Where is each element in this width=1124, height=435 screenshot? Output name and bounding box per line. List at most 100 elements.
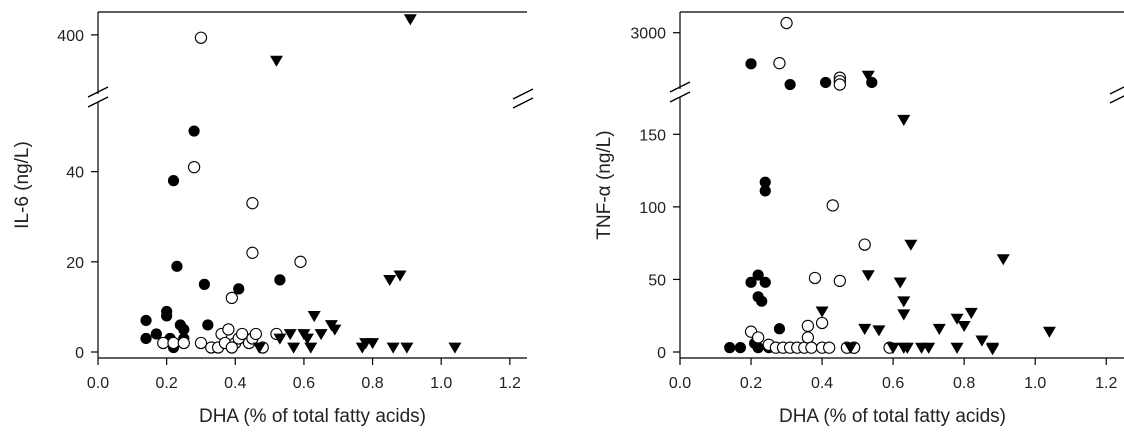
x-tick-label: 0.0 — [669, 375, 691, 392]
open-circle-point — [801, 331, 815, 344]
triangle-point — [975, 335, 989, 347]
series-open-circle — [157, 31, 307, 354]
open-circle-point — [833, 274, 846, 288]
x-tick-label: 0.2 — [740, 375, 762, 392]
y-axis-title: TNF-α (ng/L) — [594, 130, 615, 239]
x-tick-label: 0.6 — [293, 375, 315, 392]
x-axis-title: DHA (% of total fatty acids) — [779, 406, 1006, 427]
triangle-point — [932, 323, 946, 335]
triangle-point — [904, 239, 918, 251]
filled-circle-point — [140, 332, 152, 345]
x-tick-label: 0.4 — [811, 375, 833, 392]
triangle-point — [448, 342, 462, 354]
y-axis-title: IL-6 (ng/L) — [12, 141, 33, 229]
open-circle-point — [294, 255, 307, 268]
triangle-point — [300, 333, 314, 345]
open-circle-point — [177, 336, 190, 350]
il6-scatter-panel: 0.0 0.2 0.4 0.6 0.8 1.0 1.2 0 20 40 400 DHA (% of t… — [12, 11, 534, 427]
filled-circle-point — [734, 342, 746, 354]
triangle-point — [287, 342, 301, 354]
triangle-point — [843, 342, 857, 354]
filled-circle-point — [745, 58, 757, 70]
triangle-point — [922, 342, 936, 354]
series-open-circle — [744, 16, 896, 354]
triangle-point — [393, 270, 407, 282]
x-tick-label: 1.0 — [1024, 375, 1046, 392]
filled-circle-point — [140, 314, 152, 327]
open-circle-point — [167, 336, 180, 350]
filled-circle-point — [178, 323, 190, 336]
x-tick-label: 0.6 — [882, 375, 904, 392]
axis-break-mark — [668, 81, 692, 103]
x-tick-label: 0.8 — [361, 375, 383, 392]
y-tick-label: 50 — [648, 272, 666, 289]
filled-circle-point — [773, 323, 786, 335]
triangle-point — [900, 342, 914, 354]
filled-circle-point — [724, 342, 736, 354]
open-circle-point — [780, 16, 793, 30]
series-filled-triangle-down — [815, 70, 1056, 356]
open-circle-point — [805, 341, 818, 354]
filled-circle-point — [784, 78, 796, 91]
filled-circle-point — [167, 175, 180, 187]
triangle-point — [893, 277, 907, 289]
filled-circle-point — [752, 269, 764, 281]
open-circle-point — [808, 271, 822, 285]
y-tick-label: 100 — [639, 200, 666, 217]
y-tick-label: 0 — [75, 345, 84, 362]
filled-circle-point — [233, 283, 245, 295]
axis-break-mark-right — [1109, 86, 1124, 104]
filled-circle-point — [759, 276, 771, 288]
y-tick-label: 3000 — [630, 26, 666, 43]
open-circle-point — [823, 341, 836, 354]
y-tick-label: 0 — [657, 345, 666, 362]
triangle-point — [996, 254, 1010, 266]
x-tick-label: 0.4 — [224, 375, 246, 392]
triangle-point — [897, 296, 911, 308]
open-circle-point — [222, 323, 235, 336]
filled-circle-point — [198, 278, 210, 290]
open-circle-point — [773, 56, 786, 70]
open-circle-point — [194, 31, 208, 44]
open-circle-point — [225, 291, 238, 305]
filled-circle-point — [745, 276, 757, 288]
open-circle-point — [815, 316, 829, 330]
x-tick-label: 0.2 — [156, 375, 178, 392]
filled-circle-point — [759, 185, 771, 197]
tnf-scatter-panel: 0.0 0.2 0.4 0.6 0.8 1.0 1.2 0 50 100 150 3000 DHA (%… — [594, 11, 1124, 427]
x-axis-title: DHA (% of total fatty acids) — [199, 406, 426, 427]
triangle-point — [1042, 326, 1056, 338]
triangle-point — [897, 309, 911, 321]
filled-circle-point — [202, 319, 214, 331]
triangle-point — [383, 274, 397, 287]
open-circle-point — [235, 327, 249, 341]
filled-circle-point — [274, 274, 286, 286]
triangle-point — [815, 306, 829, 318]
triangle-point — [403, 14, 417, 26]
triangle-point — [269, 55, 283, 67]
triangle-point — [304, 342, 318, 354]
filled-circle-point — [150, 328, 162, 340]
triangle-point — [252, 342, 266, 354]
triangle-point — [386, 342, 400, 354]
triangle-point — [861, 70, 875, 82]
series-filled-triangle-down — [252, 14, 462, 354]
x-tick-label: 0.8 — [953, 375, 975, 392]
triangle-point — [858, 323, 872, 335]
filled-circle-point — [756, 295, 768, 307]
triangle-point — [400, 342, 414, 354]
open-circle-point — [194, 336, 208, 350]
triangle-point — [328, 324, 342, 336]
open-circle-point — [246, 197, 259, 210]
triangle-point — [283, 329, 297, 341]
triangle-point — [861, 270, 875, 282]
filled-circle-point — [171, 260, 183, 272]
x-tick-label: 1.0 — [430, 375, 452, 392]
triangle-point — [950, 313, 964, 325]
triangle-point — [366, 338, 380, 350]
y-tick-label: 20 — [66, 255, 84, 272]
open-circle-point — [801, 319, 815, 333]
filled-circle-point — [188, 125, 200, 137]
y-tick-label: 400 — [57, 28, 84, 45]
